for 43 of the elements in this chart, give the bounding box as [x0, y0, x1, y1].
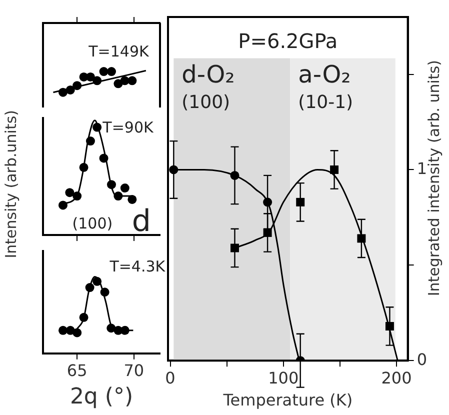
point: [128, 76, 137, 86]
point: [58, 88, 68, 97]
y-axis-title: Integrated intensity (arb. units): [425, 60, 443, 296]
band-label: a-O₂ (10-1): [298, 60, 354, 113]
band-label: d-O₂ (100): [182, 60, 235, 113]
x-tick-label: 200: [381, 368, 412, 388]
x-axis-title: Temperature (K): [222, 390, 353, 410]
point: [79, 162, 88, 172]
point: [79, 312, 88, 322]
annotation: d: [132, 204, 151, 239]
point: [72, 328, 82, 338]
point: [92, 276, 102, 286]
point: [85, 283, 94, 292]
point: [92, 122, 102, 132]
point: [66, 85, 75, 94]
point: [58, 326, 68, 335]
y-axis-title: Intensity (arb.units): [2, 110, 20, 258]
x-tick-label: 65: [66, 361, 88, 380]
point: [65, 188, 74, 198]
annotation: T=90K: [102, 118, 154, 137]
point: [72, 81, 82, 90]
point: [106, 180, 116, 190]
x-tick-label: 100: [268, 368, 299, 388]
point: [86, 136, 95, 146]
point: [120, 184, 130, 193]
y-tick-label: 1: [416, 158, 428, 178]
point: [58, 200, 68, 210]
point: [99, 154, 108, 163]
text: P=6.2GPa: [238, 29, 338, 54]
text: T=4.3K: [108, 257, 166, 276]
x-tick-label: 0: [165, 368, 176, 388]
x-axis-title: 2q (°): [70, 384, 134, 410]
point: [128, 194, 137, 204]
text: T=149K: [88, 42, 150, 60]
annotation: (100): [72, 214, 113, 232]
x-tick-label: 70: [124, 361, 144, 380]
point: [72, 192, 82, 201]
point: [99, 67, 108, 76]
point: [114, 192, 123, 201]
point: [106, 67, 116, 76]
point: [92, 76, 102, 86]
point: [106, 324, 116, 333]
point: [100, 288, 110, 297]
